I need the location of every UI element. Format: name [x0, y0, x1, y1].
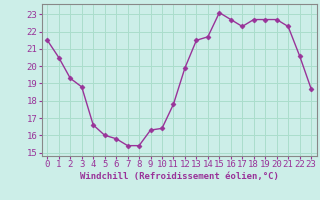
X-axis label: Windchill (Refroidissement éolien,°C): Windchill (Refroidissement éolien,°C) — [80, 172, 279, 181]
